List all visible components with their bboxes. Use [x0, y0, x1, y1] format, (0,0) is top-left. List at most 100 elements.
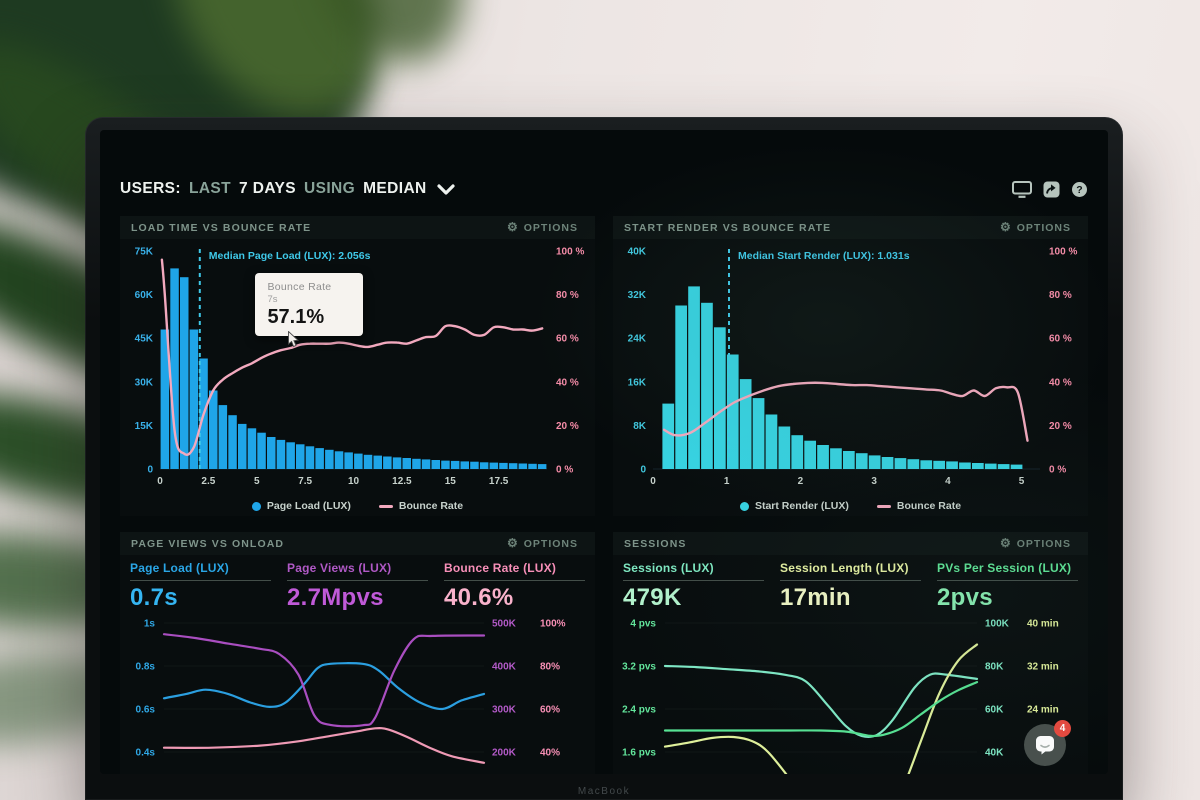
panel-sessions: SESSIONS OPTIONS Sessions (LUX) 479K — [613, 532, 1088, 774]
svg-text:1.6 pvs: 1.6 pvs — [622, 748, 656, 759]
laptop: USERS: LAST 7 DAYS USING MEDIAN — [85, 117, 1123, 800]
svg-text:12.5: 12.5 — [392, 476, 412, 487]
svg-text:60 %: 60 % — [556, 334, 579, 345]
svg-text:0.6s: 0.6s — [136, 705, 156, 716]
svg-text:5: 5 — [1019, 476, 1025, 487]
panel-header: SESSIONS OPTIONS — [613, 532, 1088, 555]
svg-text:30K: 30K — [135, 377, 154, 388]
metric-value: 17min — [780, 584, 851, 611]
svg-text:Median Start Render (LUX): 1.0: Median Start Render (LUX): 1.031s — [738, 250, 910, 262]
svg-text:45K: 45K — [135, 334, 154, 345]
panel-title: START RENDER VS BOUNCE RATE — [624, 221, 832, 234]
svg-text:16K: 16K — [628, 377, 647, 388]
chart-legend: Page Load (LUX) Bounce Rate — [120, 496, 595, 516]
panel-header: PAGE VIEWS VS ONLOAD OPTIONS — [120, 532, 595, 555]
legend-label: Bounce Rate — [398, 500, 464, 512]
legend-label: Bounce Rate — [896, 500, 962, 512]
metrics-row: Page Load (LUX) 0.7s Page Views (LUX) 2.… — [120, 555, 595, 613]
svg-text:20 %: 20 % — [1049, 421, 1072, 432]
gear-icon — [507, 537, 519, 550]
svg-text:17.5: 17.5 — [489, 476, 509, 487]
legend-line-marker — [378, 504, 393, 508]
legend-page-load[interactable]: Page Load (LUX) — [251, 500, 351, 512]
svg-text:7.5: 7.5 — [298, 476, 312, 487]
notification-badge: 4 — [1054, 720, 1071, 737]
svg-text:5: 5 — [254, 476, 260, 487]
title-part: 7 DAYS — [239, 180, 297, 197]
svg-text:80%: 80% — [540, 662, 560, 673]
chat-widget-button[interactable]: 4 — [1024, 720, 1071, 766]
metric-page-load: Page Load (LUX) 0.7s — [130, 561, 271, 613]
panel-load-time-vs-bounce-rate: LOAD TIME VS BOUNCE RATE OPTIONS Median … — [120, 216, 595, 516]
svg-text:100K: 100K — [985, 619, 1010, 630]
legend-dot-marker — [251, 501, 261, 511]
svg-text:75K: 75K — [135, 247, 154, 258]
svg-text:2.4 pvs: 2.4 pvs — [622, 705, 656, 716]
svg-text:40 min: 40 min — [1027, 619, 1059, 630]
legend-bounce-rate[interactable]: Bounce Rate — [378, 500, 464, 512]
svg-text:0: 0 — [157, 476, 163, 487]
svg-text:60K: 60K — [985, 705, 1004, 716]
svg-text:40%: 40% — [540, 748, 560, 759]
metric-label: Session Length (LUX) — [780, 561, 921, 581]
title-part: USERS: — [120, 180, 181, 197]
legend-dot-marker — [739, 501, 749, 511]
chart-tooltip: Bounce Rate 7s 57.1% — [255, 272, 364, 336]
title-part: USING — [304, 180, 356, 197]
options-button[interactable]: OPTIONS — [501, 536, 584, 551]
svg-text:80K: 80K — [985, 662, 1004, 673]
options-button[interactable]: OPTIONS — [501, 220, 584, 235]
dashboard-screen: USERS: LAST 7 DAYS USING MEDIAN — [100, 130, 1108, 774]
users-filter-dropdown[interactable]: USERS: LAST 7 DAYS USING MEDIAN — [120, 180, 455, 198]
svg-text:Median Page Load (LUX): 2.056s: Median Page Load (LUX): 2.056s — [209, 250, 371, 262]
analytics-dashboard: USERS: LAST 7 DAYS USING MEDIAN — [100, 130, 1108, 774]
header-toolbar: ? — [1012, 180, 1088, 198]
svg-text:20 %: 20 % — [556, 421, 579, 432]
panel-title: SESSIONS — [624, 537, 687, 550]
dashboard-header: USERS: LAST 7 DAYS USING MEDIAN — [120, 174, 1088, 204]
metric-pvs-per-session: PVs Per Session (LUX) 2pvs — [937, 561, 1078, 613]
svg-text:0 %: 0 % — [1049, 465, 1066, 476]
svg-text:80 %: 80 % — [556, 290, 579, 301]
metric-value: 40.6% — [444, 584, 514, 611]
tooltip-sub: 7s — [267, 293, 278, 305]
display-icon[interactable] — [1012, 180, 1032, 198]
svg-text:15: 15 — [445, 476, 457, 487]
svg-text:4: 4 — [945, 476, 951, 487]
tooltip-value: 57.1% — [267, 305, 325, 328]
svg-text:40 %: 40 % — [556, 377, 579, 388]
svg-text:60K: 60K — [135, 290, 154, 301]
metric-value: 479K — [623, 584, 682, 611]
share-icon[interactable] — [1043, 181, 1060, 198]
gear-icon — [1000, 537, 1012, 550]
metric-page-views: Page Views (LUX) 2.7Mpvs — [287, 561, 428, 613]
panel-page-views-vs-onload: PAGE VIEWS VS ONLOAD OPTIONS Page Load (… — [120, 532, 595, 774]
svg-text:2: 2 — [798, 476, 804, 487]
options-label: OPTIONS — [1016, 221, 1071, 234]
svg-text:?: ? — [1076, 184, 1082, 196]
svg-text:0: 0 — [640, 465, 646, 476]
metric-value: 0.7s — [130, 584, 178, 611]
chart-area: 4 pvs 3.2 pvs 2.4 pvs 1.6 pvs 100K 80K 60K 40K 4… — [613, 613, 1088, 774]
legend-start-render[interactable]: Start Render (LUX) — [739, 500, 849, 512]
sessions-line-chart: 4 pvs 3.2 pvs 2.4 pvs 1.6 pvs 100K 80K 60K 40K 4… — [622, 619, 1059, 774]
options-label: OPTIONS — [1016, 537, 1071, 550]
svg-text:400K: 400K — [492, 662, 517, 673]
svg-text:40 %: 40 % — [1049, 377, 1072, 388]
title-part: LAST — [188, 180, 232, 197]
panel-header: START RENDER VS BOUNCE RATE OPTIONS — [613, 216, 1088, 239]
options-button[interactable]: OPTIONS — [994, 536, 1077, 551]
chat-bubble-icon — [1036, 736, 1054, 755]
svg-text:60 %: 60 % — [1049, 334, 1072, 345]
svg-text:500K: 500K — [492, 619, 517, 630]
panel-title: LOAD TIME VS BOUNCE RATE — [131, 221, 312, 234]
svg-text:2.5: 2.5 — [201, 476, 215, 487]
help-icon[interactable]: ? — [1071, 181, 1088, 198]
metric-value: 2.7Mpvs — [287, 584, 384, 611]
metric-label: Page Load (LUX) — [130, 561, 271, 581]
legend-bounce-rate[interactable]: Bounce Rate — [876, 500, 962, 512]
panel-header: LOAD TIME VS BOUNCE RATE OPTIONS — [120, 216, 595, 239]
options-button[interactable]: OPTIONS — [994, 220, 1077, 235]
panel-start-render-vs-bounce-rate: START RENDER VS BOUNCE RATE OPTIONS Medi… — [613, 216, 1088, 516]
